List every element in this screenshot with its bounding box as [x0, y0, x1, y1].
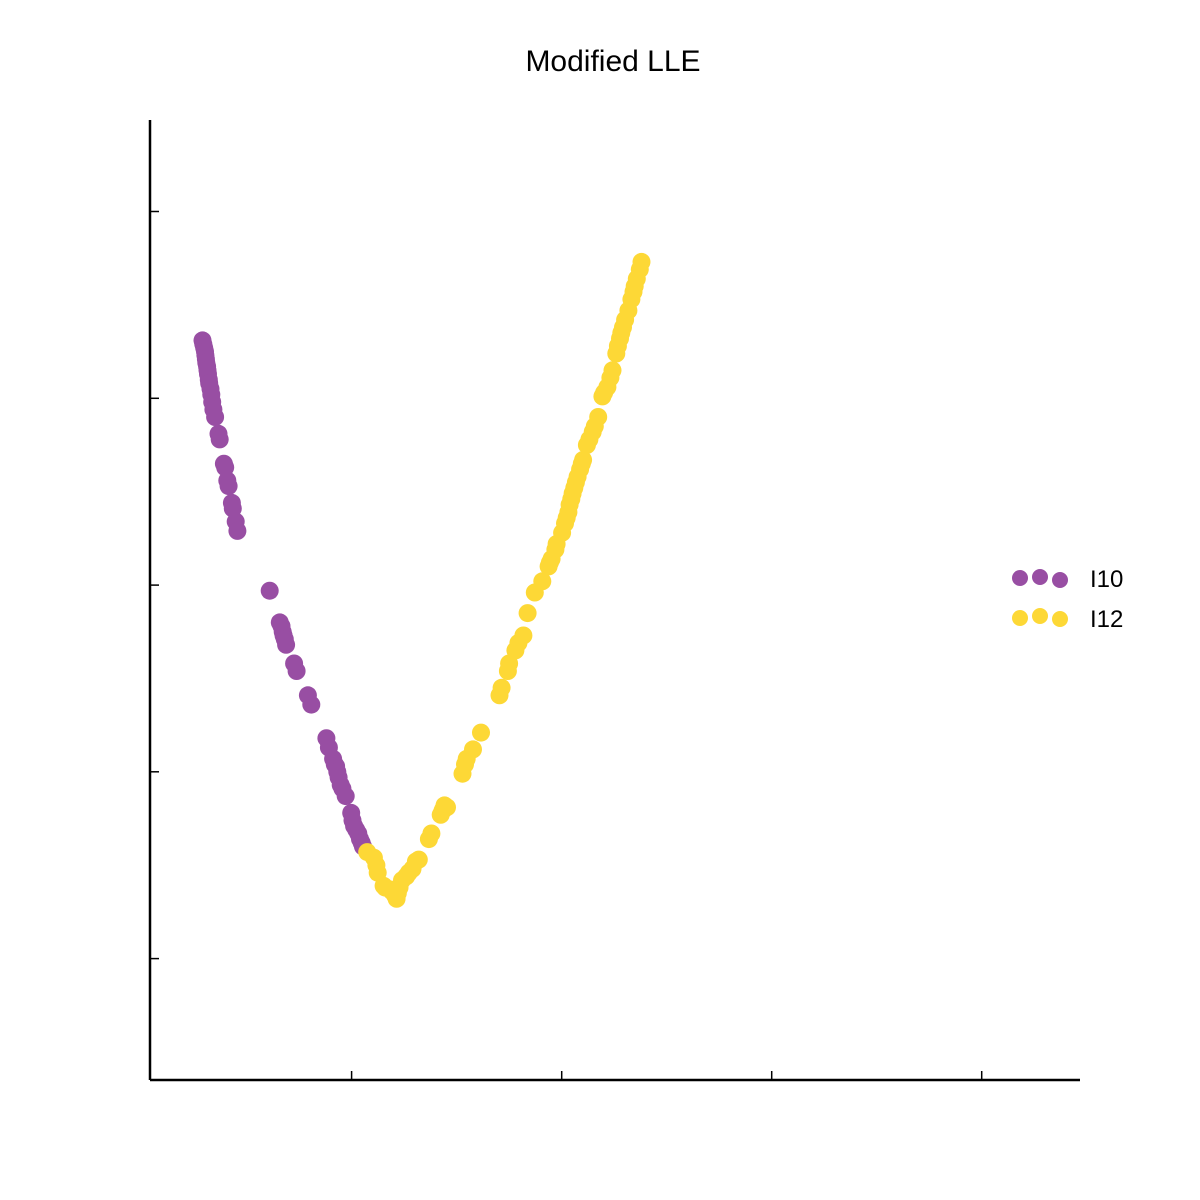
legend-marker-i12-3 — [1052, 611, 1068, 627]
data-point-i12-28 — [464, 740, 482, 759]
series-i10 — [193, 331, 372, 856]
data-point-i12-24 — [438, 798, 456, 817]
legend-marker-i12-2 — [1032, 608, 1048, 624]
chart-title: Modified LLE — [525, 45, 700, 78]
data-point-i12-80 — [632, 252, 651, 271]
legend-entry-i12: I12 — [1012, 606, 1123, 633]
legend-marker-i10-1 — [1012, 570, 1028, 586]
legend-label-i10: I10 — [1090, 566, 1123, 593]
data-point-i10-33 — [277, 635, 296, 654]
legend-label-i12: I12 — [1090, 606, 1123, 633]
data-point-i12-67 — [603, 361, 622, 380]
data-point-i12-39 — [533, 572, 552, 591]
data-point-i12-17 — [409, 850, 428, 869]
data-point-i12-31 — [492, 678, 511, 697]
plot-area — [193, 252, 651, 908]
data-point-i12-62 — [589, 408, 608, 426]
data-point-i10-26 — [228, 521, 247, 540]
data-point-i12-29 — [472, 723, 490, 742]
data-point-i10-18 — [210, 430, 229, 449]
data-point-i10-27 — [260, 581, 279, 600]
data-point-i12-36 — [514, 626, 533, 645]
axes — [148, 120, 1080, 1082]
legend-entry-i10: I10 — [1012, 566, 1123, 593]
legend: I10 I12 — [1012, 566, 1123, 633]
data-point-i10-35 — [287, 662, 306, 680]
data-point-i10-37 — [302, 695, 321, 714]
legend-marker-i12-1 — [1012, 610, 1028, 626]
data-point-i12-57 — [574, 450, 593, 469]
data-point-i10-47 — [336, 787, 355, 806]
data-point-i10-22 — [219, 477, 238, 496]
legend-marker-i10-3 — [1052, 572, 1068, 588]
legend-marker-i10-2 — [1032, 569, 1048, 585]
data-point-i10-16 — [206, 408, 225, 426]
data-point-i12-19 — [422, 824, 441, 843]
series-i12 — [358, 252, 651, 908]
data-point-i12-37 — [518, 604, 537, 623]
